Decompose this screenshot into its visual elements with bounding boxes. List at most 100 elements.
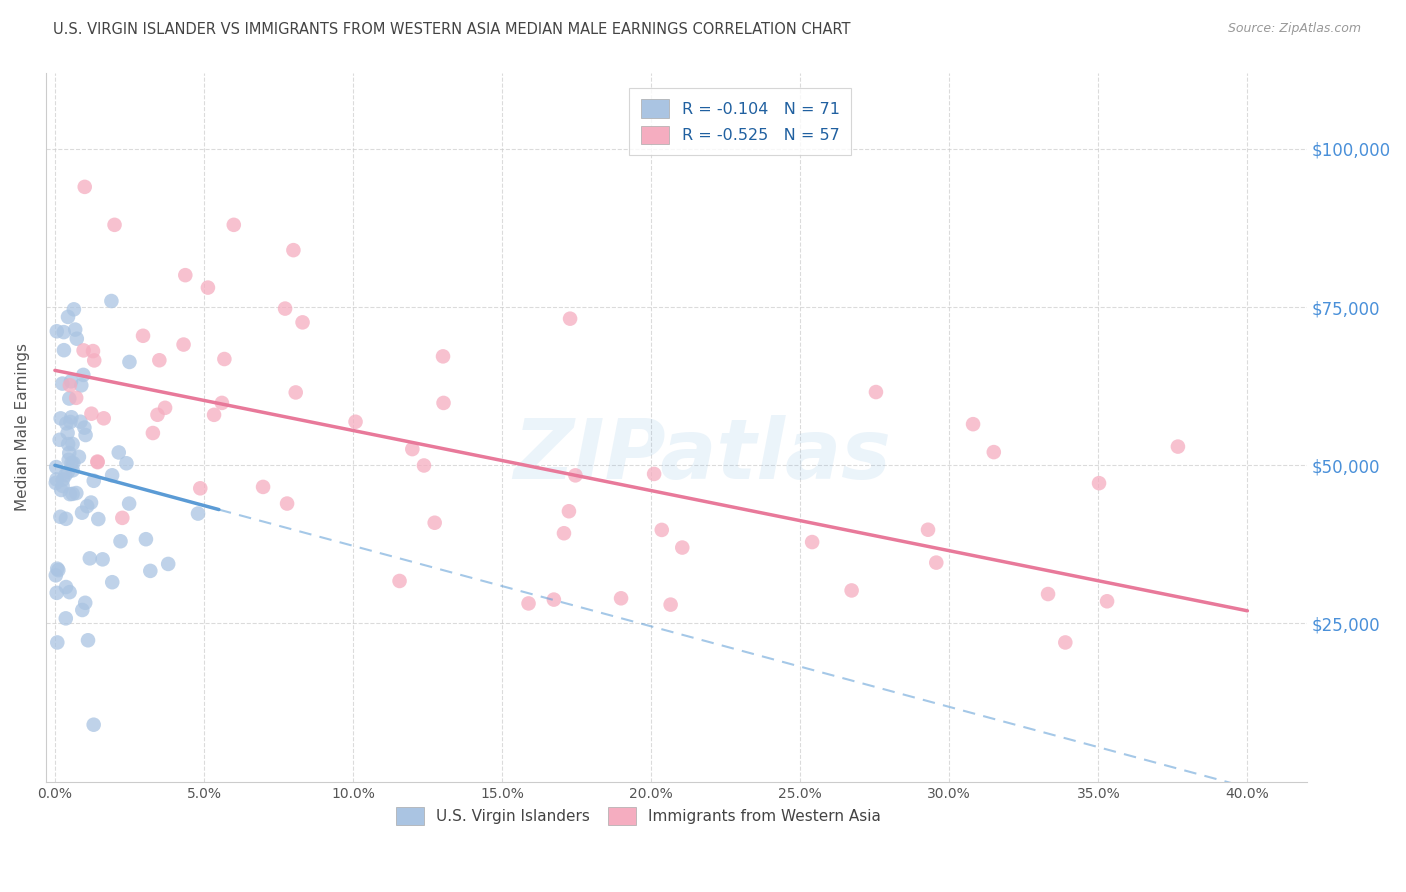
Point (70, 506, 93, 520)
Point (62, 437, 84, 451)
Point (139, 564, 162, 578)
Point (157, 557, 180, 571)
Point (222, 218, 245, 232)
Point (115, 456, 138, 470)
Point (432, 396, 454, 410)
Point (401, 442, 423, 456)
Point (83, 717, 105, 731)
Point (52, 343, 75, 358)
Point (82, 344, 104, 359)
Text: U.S. VIRGIN ISLANDER VS IMMIGRANTS FROM WESTERN ASIA MEDIAN MALE EARNINGS CORREL: U.S. VIRGIN ISLANDER VS IMMIGRANTS FROM … (53, 22, 851, 37)
Point (107, 445, 129, 459)
Point (432, 350, 454, 364)
Point (252, 480, 274, 494)
Point (63, 302, 86, 317)
Point (72, 343, 94, 358)
Point (58, 452, 80, 467)
Point (72, 368, 94, 382)
Point (48, 433, 70, 447)
Point (276, 497, 298, 511)
Point (91, 552, 114, 566)
Point (58, 392, 80, 406)
Point (83, 353, 105, 368)
Point (75, 428, 97, 442)
Point (46, 563, 69, 577)
Point (62, 463, 84, 477)
Point (45, 586, 67, 600)
Point (76, 499, 98, 513)
Point (86, 454, 108, 468)
Point (1088, 476, 1111, 491)
Point (173, 337, 195, 351)
Legend: U.S. Virgin Islanders, Immigrants from Western Asia: U.S. Virgin Islanders, Immigrants from W… (387, 798, 890, 834)
Point (917, 523, 939, 537)
Point (70, 378, 93, 392)
Point (56, 437, 79, 451)
Point (148, 353, 170, 368)
Point (59, 487, 82, 501)
Point (53, 468, 76, 483)
Point (55, 611, 77, 625)
Point (274, 301, 297, 316)
Point (83, 474, 105, 488)
Point (63, 322, 86, 336)
Y-axis label: Median Male Earnings: Median Male Earnings (15, 343, 30, 511)
Point (62, 456, 84, 470)
Point (80, 407, 103, 421)
Point (55, 580, 77, 594)
Point (558, 504, 581, 518)
Point (101, 575, 124, 590)
Text: Source: ZipAtlas.com: Source: ZipAtlas.com (1227, 22, 1361, 36)
Point (564, 468, 586, 483)
Point (79, 551, 101, 566)
Point (925, 556, 948, 570)
Point (75, 596, 97, 610)
Point (610, 591, 633, 606)
Point (65, 391, 87, 405)
Point (52, 325, 75, 339)
Point (59, 415, 82, 429)
Point (197, 280, 219, 294)
Point (59, 378, 82, 392)
Point (69, 415, 91, 429)
Point (80, 495, 103, 509)
Point (111, 511, 134, 525)
Point (49, 411, 72, 425)
Point (423, 516, 446, 530)
Point (202, 408, 225, 422)
Point (56, 465, 79, 479)
Point (49, 509, 72, 524)
Point (56, 425, 79, 440)
Point (45, 460, 67, 475)
Point (60, 374, 83, 388)
Point (659, 598, 682, 612)
Point (58, 446, 80, 460)
Point (284, 385, 307, 400)
Point (45, 568, 67, 582)
Point (651, 523, 673, 537)
Point (801, 535, 824, 549)
Point (67, 450, 90, 464)
Point (153, 401, 176, 415)
Point (52, 479, 75, 493)
Point (214, 351, 236, 366)
Point (211, 396, 233, 410)
Point (60, 456, 83, 470)
Point (1095, 594, 1118, 608)
Point (146, 408, 169, 422)
Point (46, 562, 69, 576)
Point (643, 467, 665, 481)
Point (55, 417, 77, 431)
Point (983, 445, 1005, 459)
Point (72, 603, 94, 617)
Point (118, 497, 141, 511)
Point (55, 512, 77, 526)
Point (187, 507, 209, 521)
Point (1036, 587, 1059, 601)
Point (66, 332, 89, 346)
Point (1054, 635, 1077, 649)
Point (58, 585, 80, 599)
Point (45, 324, 67, 338)
Point (73, 180, 96, 194)
Point (344, 415, 367, 429)
